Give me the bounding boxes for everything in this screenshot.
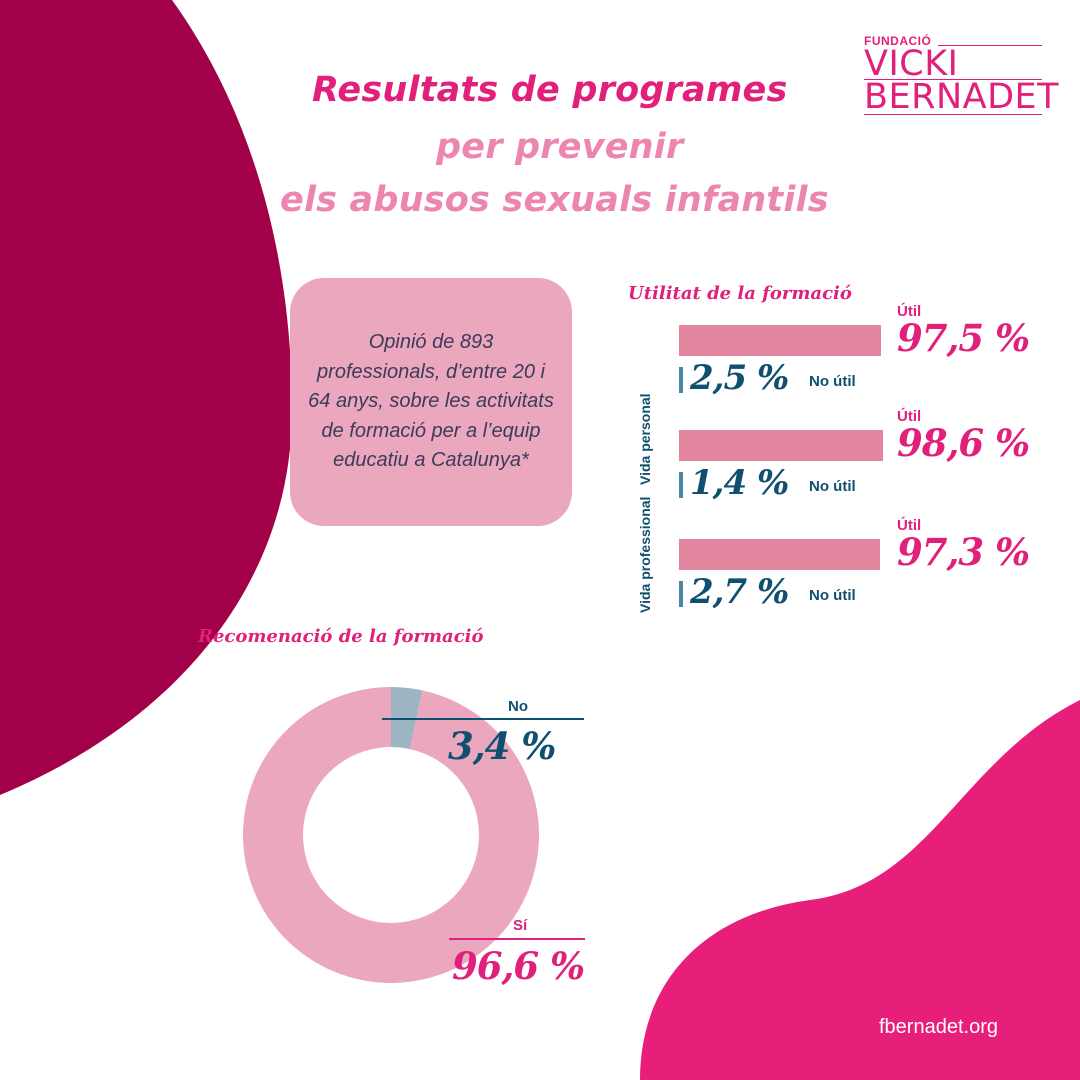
category-label-vida-personal: Vida personal: [637, 393, 653, 485]
title-line-1: Resultats de programes: [312, 70, 788, 110]
noutil-label: No útil: [809, 587, 856, 604]
bottom-right-blob: [640, 700, 1080, 1080]
util-bar: [679, 539, 881, 570]
logo-line-1: VICKI: [864, 44, 959, 84]
util-label: Útil: [897, 408, 922, 425]
util-value: 97,3 %: [897, 530, 1030, 574]
noutil-value: 1,4 %: [690, 463, 789, 503]
donut-chart: [242, 687, 539, 983]
util-bar: [679, 430, 884, 461]
pie-leader-line-si: [449, 938, 585, 940]
recommendation-chart-title: Recomenació de la formació: [198, 626, 484, 647]
util-bar: [679, 325, 881, 356]
pie-value-si: 96,6 %: [452, 944, 585, 988]
utility-group-2: Útil 98,6 % 1,4 % No útil: [660, 405, 1030, 505]
noutil-bar: [679, 472, 683, 498]
logo-divider: [864, 114, 1042, 115]
category-label-vida-professional: Vida professional: [637, 496, 653, 613]
util-label: Útil: [897, 517, 922, 534]
noutil-label: No útil: [809, 478, 856, 495]
info-box: Opinió de 893 professionals, d’entre 20 …: [290, 278, 572, 526]
utility-group-3: Útil 97,3 % 2,7 % No útil: [660, 514, 1030, 614]
logo-line-2: BERNADET: [864, 77, 1060, 117]
title-line-3: els abusos sexuals infantils: [280, 180, 829, 220]
noutil-value: 2,5 %: [690, 358, 789, 398]
left-blob: [0, 0, 292, 795]
util-value: 97,5 %: [897, 316, 1030, 360]
noutil-value: 2,7 %: [690, 572, 789, 612]
util-value: 98,6 %: [897, 421, 1030, 465]
logo-top-text: FUNDACIÓ: [864, 34, 932, 48]
noutil-bar: [679, 367, 683, 393]
website-link[interactable]: fbernadet.org: [879, 1016, 998, 1038]
logo-divider: [864, 79, 1042, 80]
title-line-2: per prevenir: [436, 127, 684, 167]
pie-leader-line-no: [382, 718, 584, 720]
pie-value-no: 3,4 %: [448, 724, 556, 768]
logo-divider: [938, 45, 1042, 46]
info-text: Opinió de 893 professionals, d’entre 20 …: [308, 331, 554, 472]
utility-chart-title: Utilitat de la formació: [628, 283, 852, 304]
pie-label-no: No: [508, 698, 528, 715]
noutil-label: No útil: [809, 373, 856, 390]
util-label: Útil: [897, 303, 922, 320]
logo: FUNDACIÓ VICKI BERNADET: [864, 34, 1059, 116]
donut-hole: [303, 747, 479, 923]
pie-label-si: Sí: [513, 917, 528, 934]
noutil-bar: [679, 581, 683, 607]
utility-group-1: Útil 97,5 % 2,5 % No útil: [660, 300, 1030, 400]
